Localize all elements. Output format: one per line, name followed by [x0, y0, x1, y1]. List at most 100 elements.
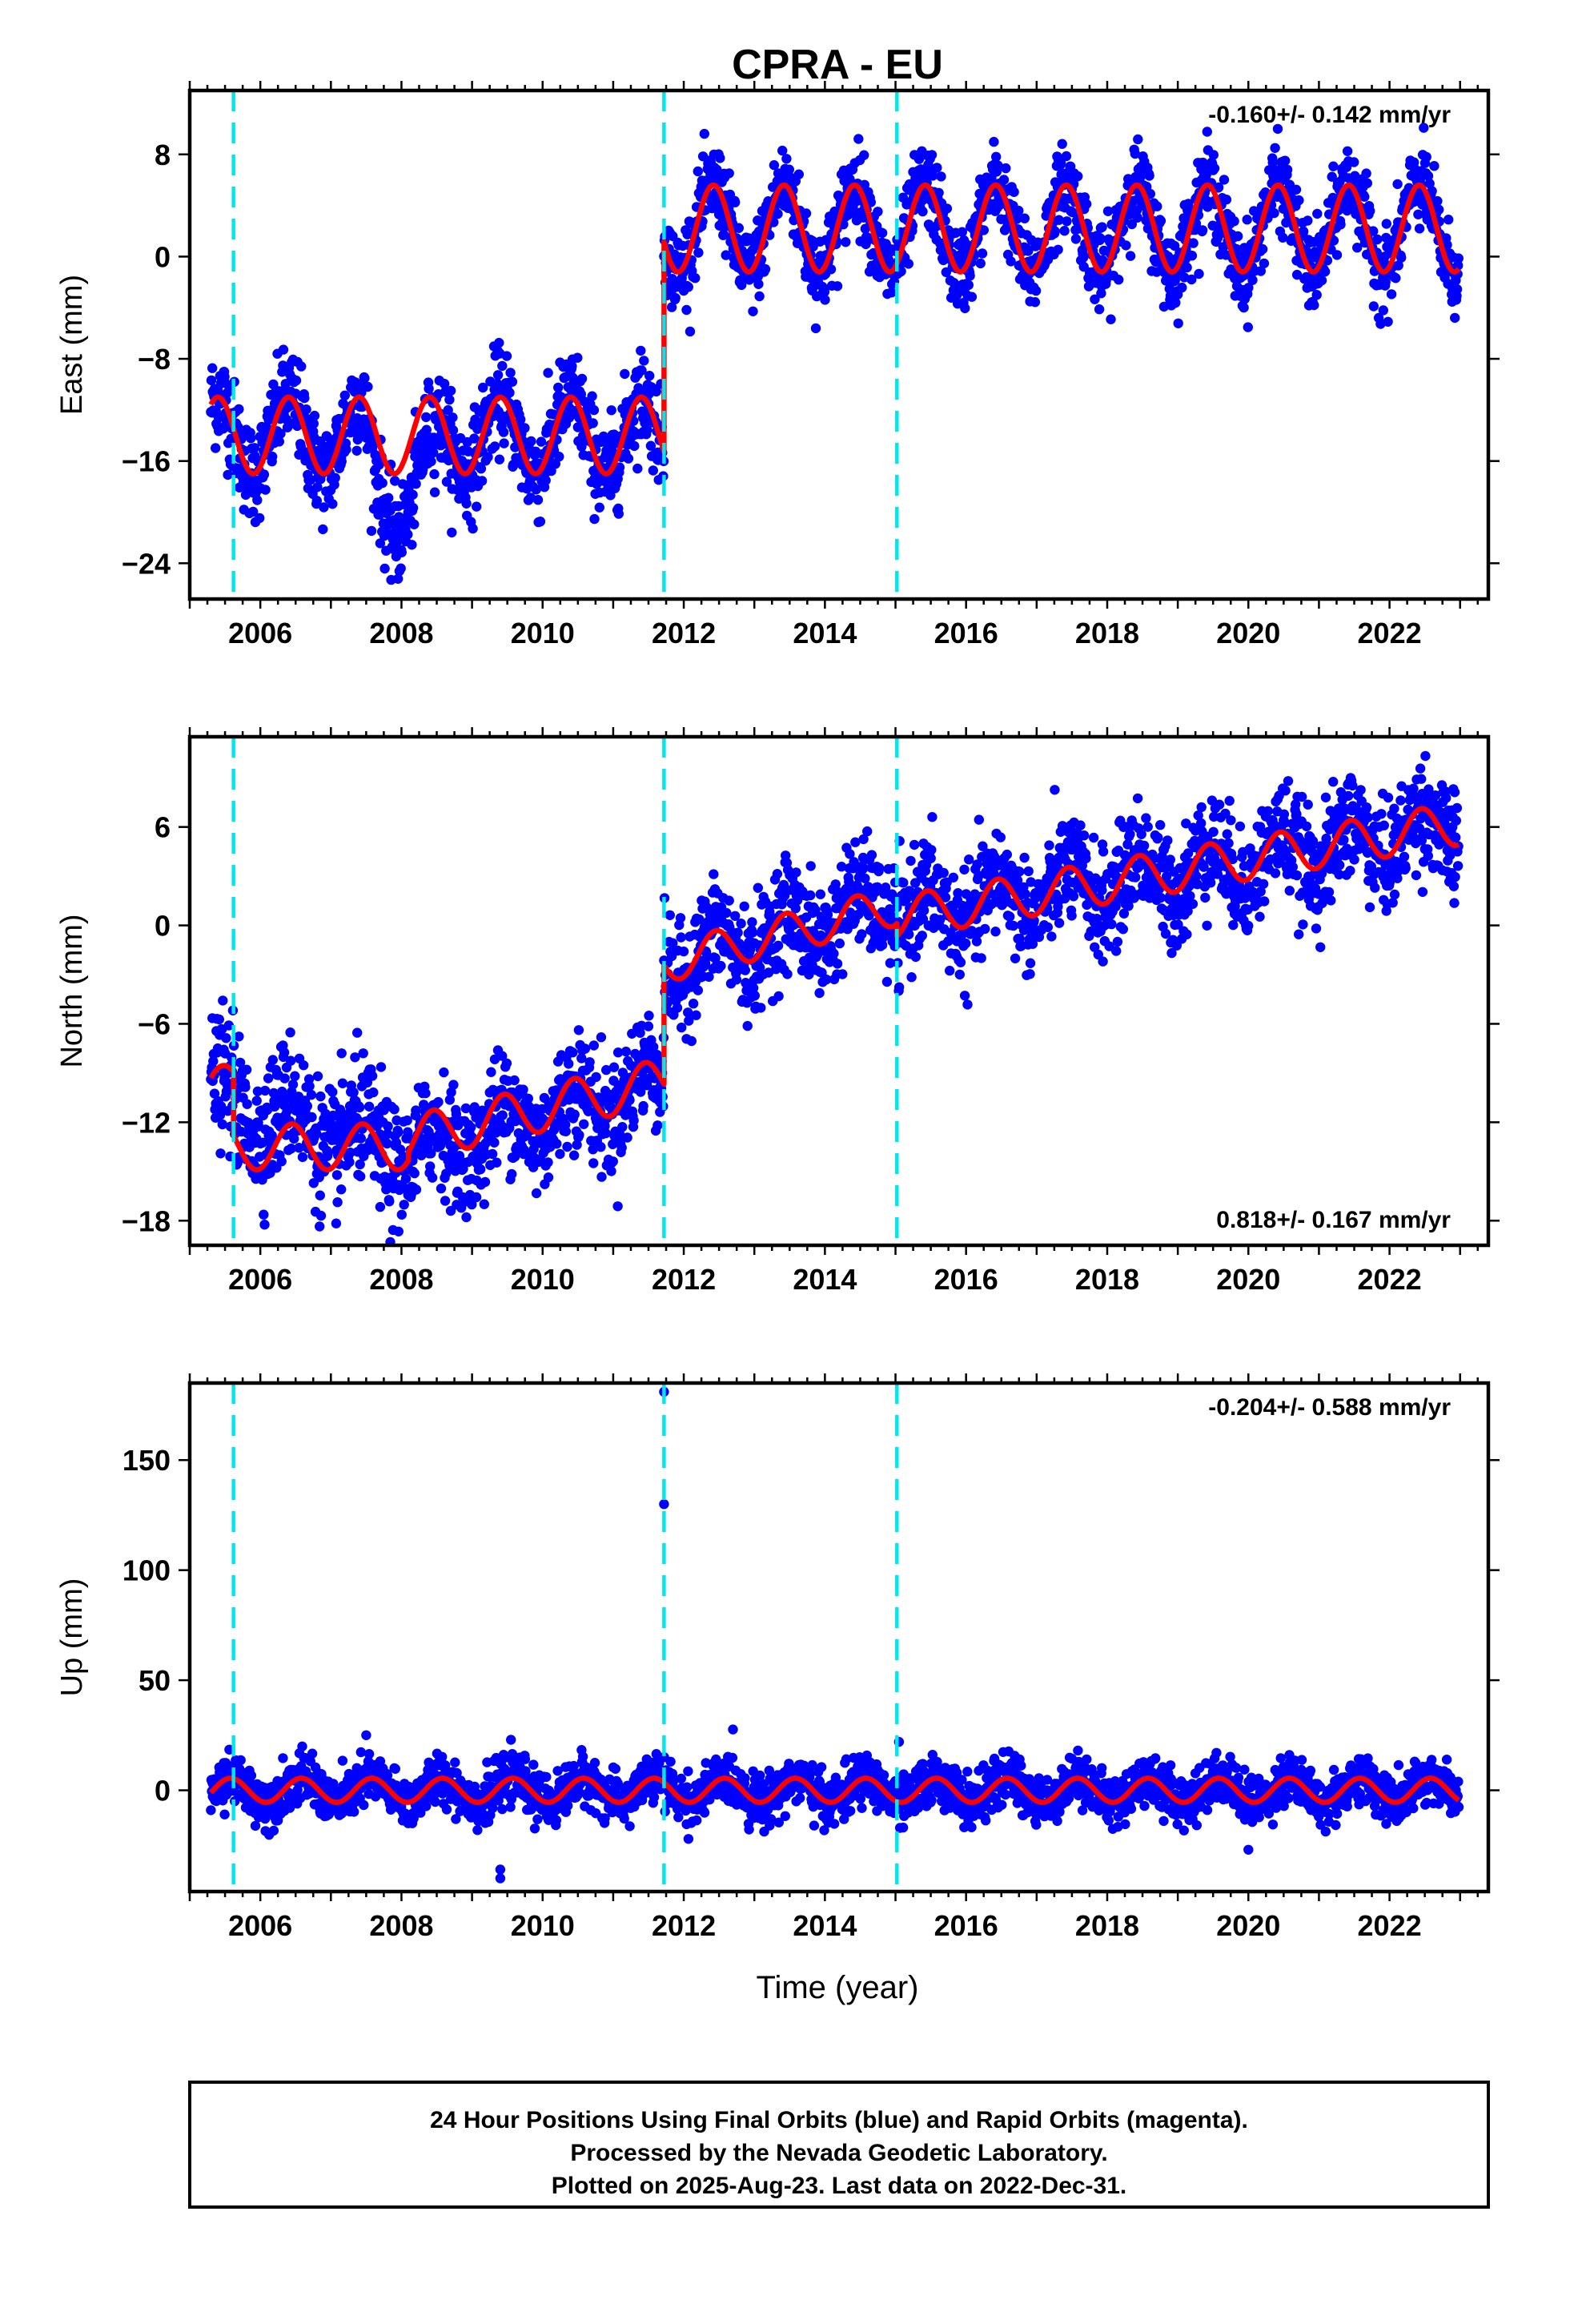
data-point	[881, 976, 893, 987]
data-point	[315, 1190, 325, 1200]
data-point	[263, 1073, 274, 1084]
data-point	[241, 1064, 252, 1075]
data-point	[409, 1168, 420, 1179]
data-point	[1429, 161, 1439, 171]
data-point	[926, 845, 937, 855]
daily-position-points	[206, 123, 1464, 585]
data-point	[1233, 231, 1243, 242]
data-point	[1112, 936, 1123, 947]
data-point	[403, 529, 413, 540]
data-point	[393, 1226, 404, 1237]
data-point	[773, 991, 784, 1002]
data-point	[693, 247, 704, 258]
data-point	[1155, 892, 1166, 903]
data-point	[1186, 251, 1198, 261]
data-point	[375, 1062, 387, 1072]
data-point	[330, 472, 340, 483]
data-point	[724, 895, 734, 906]
data-point	[1243, 322, 1254, 332]
data-point	[814, 987, 825, 999]
data-point	[344, 1156, 355, 1168]
data-point	[535, 517, 546, 527]
data-point	[629, 440, 640, 452]
data-point	[374, 460, 384, 470]
data-point	[805, 861, 816, 871]
data-point	[685, 326, 696, 337]
data-point	[240, 1082, 251, 1092]
data-point	[363, 1101, 375, 1112]
data-point	[1025, 958, 1036, 968]
data-point	[978, 225, 990, 235]
data-point	[1177, 282, 1187, 293]
data-point	[428, 448, 439, 458]
plot-area	[206, 123, 1464, 585]
data-point	[351, 445, 362, 456]
data-point	[375, 1201, 386, 1212]
data-point	[724, 168, 734, 179]
data-point	[1196, 802, 1207, 813]
data-point	[1235, 821, 1246, 832]
data-point	[1224, 795, 1235, 806]
data-point	[829, 948, 839, 959]
data-point	[1095, 233, 1106, 243]
data-point	[214, 1014, 224, 1025]
data-point	[259, 1220, 270, 1230]
data-point	[945, 965, 955, 976]
data-point	[748, 306, 758, 316]
data-point	[531, 485, 541, 495]
data-point	[318, 524, 328, 535]
data-point	[211, 443, 221, 453]
data-point	[1054, 918, 1065, 928]
data-point	[1090, 294, 1100, 304]
data-point	[1212, 232, 1223, 243]
data-point	[588, 418, 598, 428]
data-point	[1247, 275, 1258, 285]
data-point	[445, 385, 456, 396]
data-point	[421, 412, 432, 423]
data-point	[1155, 819, 1166, 830]
data-point	[772, 869, 783, 879]
data-point	[424, 384, 434, 394]
data-point	[331, 1218, 342, 1228]
data-point	[1396, 252, 1407, 263]
data-point	[832, 281, 843, 292]
data-point	[1042, 922, 1054, 933]
data-point	[591, 1072, 601, 1083]
data-point	[359, 373, 370, 384]
y-tick-label: −16	[122, 445, 171, 478]
data-point	[753, 883, 763, 893]
data-point	[562, 1141, 572, 1152]
data-point	[683, 282, 693, 292]
data-point	[309, 410, 320, 421]
data-point	[252, 495, 263, 505]
data-point	[1194, 268, 1204, 279]
data-point	[934, 187, 944, 198]
data-point	[628, 1115, 639, 1126]
data-point	[363, 381, 373, 392]
data-point	[948, 872, 959, 883]
data-point	[1078, 830, 1090, 841]
data-point	[337, 1078, 348, 1088]
data-point	[1202, 920, 1212, 931]
data-point	[1126, 219, 1138, 230]
data-point	[331, 1170, 343, 1180]
data-point	[825, 264, 837, 275]
data-point	[1208, 826, 1219, 838]
data-point	[1269, 207, 1279, 219]
data-point	[218, 995, 228, 1006]
data-point	[808, 241, 818, 252]
data-point	[1144, 171, 1154, 181]
data-point	[443, 404, 453, 416]
y-tick-label: −8	[138, 343, 171, 376]
data-point	[962, 999, 973, 1010]
data-point	[1014, 866, 1025, 877]
data-point	[536, 436, 547, 447]
data-point	[396, 547, 407, 557]
data-point	[429, 468, 440, 480]
data-point	[355, 1133, 366, 1144]
data-point	[1114, 275, 1124, 285]
data-point	[877, 227, 888, 239]
data-point	[259, 469, 270, 480]
data-point	[1142, 822, 1153, 832]
data-point	[1200, 892, 1211, 903]
